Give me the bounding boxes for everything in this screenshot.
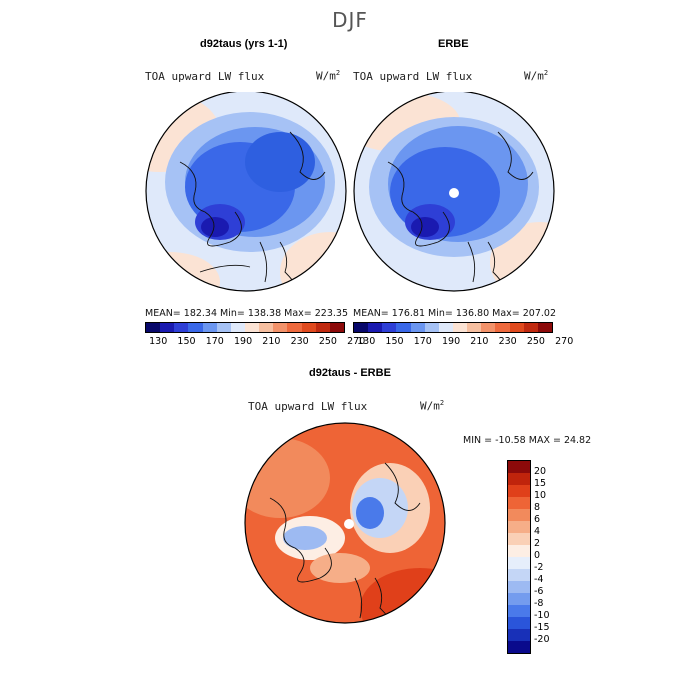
colorbar-tick-label: 230 — [498, 336, 517, 347]
colorbar-tick-label: 210 — [262, 336, 281, 347]
colorbar-diff-label: 15 — [534, 478, 547, 489]
units-label-model: W/m2 — [316, 69, 341, 83]
variable-label-obs: TOA upward LW flux — [353, 70, 473, 83]
colorbar-swatch — [523, 323, 538, 332]
colorbar-swatch — [508, 557, 530, 569]
colorbar-swatch — [244, 323, 260, 332]
colorbar-swatch — [508, 545, 530, 557]
colorbar-tick-label: 170 — [205, 336, 224, 347]
colorbar-ticks-model: 130 150 170 190 210 230 250 270 — [145, 336, 365, 348]
colorbar-tick-label: 270 — [347, 336, 366, 347]
colorbar-swatch — [508, 617, 530, 629]
colorbar-swatch — [481, 323, 496, 332]
colorbar-swatch — [495, 323, 510, 332]
panel-title-diff: d92taus - ERBE — [309, 367, 391, 379]
colorbar-swatch — [424, 323, 439, 332]
colorbar-tick-label: 190 — [234, 336, 253, 347]
colorbar-swatch — [315, 323, 330, 332]
colorbar-tick-label: 190 — [442, 336, 461, 347]
colorbar-tick-label: 150 — [177, 336, 196, 347]
colorbar-swatch — [508, 641, 530, 653]
colorbar-tick-label: 250 — [318, 336, 337, 347]
stats-diff: MIN = -10.58 MAX = 24.82 — [463, 435, 592, 446]
colorbar-swatch — [160, 323, 175, 332]
colorbar-diff-label: 10 — [534, 490, 547, 501]
colorbar-model — [145, 322, 345, 333]
colorbar-swatch — [301, 323, 316, 332]
colorbar-swatch — [508, 569, 530, 581]
colorbar-swatch — [508, 485, 530, 497]
colorbar-diff-label: -6 — [534, 586, 544, 597]
colorbar-swatch — [354, 323, 369, 332]
colorbar-swatch — [382, 323, 397, 332]
colorbar-swatch — [259, 323, 274, 332]
colorbar-swatch — [508, 509, 530, 521]
colorbar-tick-label: 130 — [357, 336, 376, 347]
colorbar-swatch — [174, 323, 189, 332]
variable-label-diff: TOA upward LW flux — [248, 400, 368, 413]
colorbar-obs — [353, 322, 553, 333]
colorbar-swatch — [508, 473, 530, 485]
figure-title: DJF — [332, 8, 368, 32]
colorbar-diff-label: 20 — [534, 466, 547, 477]
colorbar-swatch — [467, 323, 482, 332]
colorbar-swatch — [368, 323, 383, 332]
colorbar-tick-label: 150 — [385, 336, 404, 347]
panel-title-obs: ERBE — [438, 38, 469, 50]
colorbar-swatch — [508, 593, 530, 605]
colorbar-tick-label: 210 — [470, 336, 489, 347]
colorbar-tick-label: 170 — [413, 336, 432, 347]
colorbar-diff-label: -8 — [534, 598, 544, 609]
colorbar-swatch — [508, 629, 530, 641]
colorbar-tick-label: 130 — [149, 336, 168, 347]
colorbar-diff-label: -4 — [534, 574, 544, 585]
colorbar-diff — [507, 460, 531, 654]
colorbar-diff-label: 4 — [534, 526, 541, 537]
colorbar-swatch — [396, 323, 411, 332]
units-label-diff: W/m2 — [420, 399, 445, 413]
colorbar-swatch — [508, 533, 530, 545]
colorbar-diff-label: 6 — [534, 514, 541, 525]
colorbar-swatch — [329, 323, 344, 332]
colorbar-diff-label: 2 — [534, 538, 541, 549]
coastlines-obs — [387, 131, 534, 291]
colorbar-swatch — [188, 323, 203, 332]
colorbar-swatch — [537, 323, 552, 332]
colorbar-swatch — [452, 323, 468, 332]
colorbar-swatch — [202, 323, 217, 332]
colorbar-diff-label: 0 — [534, 550, 541, 561]
polar-maps-top — [145, 92, 555, 292]
colorbar-ticks-obs: 130 150 170 190 210 230 250 270 — [353, 336, 573, 348]
units-label-obs: W/m2 — [524, 69, 549, 83]
colorbar-swatch — [508, 497, 530, 509]
colorbar-swatch — [508, 521, 530, 533]
polar-map-diff — [244, 422, 446, 624]
stats-obs: MEAN= 176.81 Min= 136.80 Max= 207.02 — [353, 308, 557, 319]
colorbar-diff-label: -15 — [534, 622, 550, 633]
colorbar-diff-label: -20 — [534, 634, 550, 645]
colorbar-tick-label: 270 — [555, 336, 574, 347]
colorbar-swatch — [508, 581, 530, 593]
panel-title-model: d92taus (yrs 1-1) — [200, 38, 288, 50]
colorbar-swatch — [216, 323, 231, 332]
colorbar-swatch — [438, 323, 453, 332]
colorbar-swatch — [508, 461, 530, 473]
colorbar-swatch — [410, 323, 425, 332]
variable-label-model: TOA upward LW flux — [145, 70, 265, 83]
colorbar-swatch — [508, 605, 530, 617]
colorbar-tick-label: 230 — [290, 336, 309, 347]
colorbar-diff-label: -10 — [534, 610, 550, 621]
colorbar-diff-label: -2 — [534, 562, 544, 573]
colorbar-swatch — [273, 323, 288, 332]
polar-map-model — [146, 92, 346, 291]
colorbar-diff-labels: 20 15 10 8 6 4 2 0 -2 -4 -6 -8 -10 -15 -20 — [534, 460, 574, 660]
colorbar-swatch — [146, 323, 161, 332]
colorbar-swatch — [287, 323, 302, 332]
colorbar-diff-label: 8 — [534, 502, 541, 513]
colorbar-swatch — [230, 323, 245, 332]
colorbar-swatch — [509, 323, 524, 332]
stats-model: MEAN= 182.34 Min= 138.38 Max= 223.35 — [145, 308, 349, 319]
colorbar-tick-label: 250 — [526, 336, 545, 347]
